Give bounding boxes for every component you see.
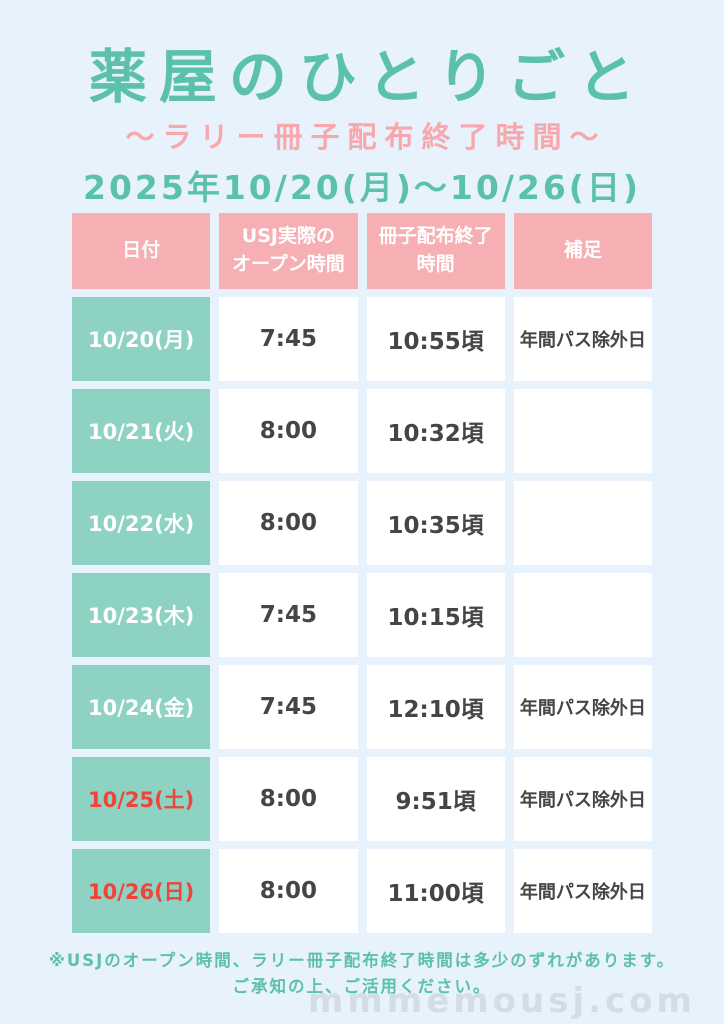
column-header-0: 日付 bbox=[72, 213, 211, 289]
open-time-cell: 7:45 bbox=[219, 297, 358, 381]
date-cell: 10/26(日) bbox=[72, 849, 211, 933]
end-time-cell: 10:32頃 bbox=[366, 389, 505, 473]
open-time-cell: 8:00 bbox=[219, 481, 358, 565]
watermark: mmmemousj.com bbox=[307, 981, 696, 1021]
column-header-1: USJ実際の オープン時間 bbox=[219, 213, 358, 289]
date-cell: 10/24(金) bbox=[72, 665, 211, 749]
open-time-cell: 7:45 bbox=[219, 665, 358, 749]
open-time-cell: 8:00 bbox=[219, 757, 358, 841]
footer-note-line2: ご承知の上、ご活用ください。 bbox=[232, 976, 492, 996]
note-cell: 年間パス除外日 bbox=[513, 297, 652, 381]
date-cell: 10/21(火) bbox=[72, 389, 211, 473]
date-cell: 10/25(土) bbox=[72, 757, 211, 841]
page-title: 薬屋のひとりごと bbox=[88, 43, 648, 111]
schedule-table: 日付 USJ実際の オープン時間 冊子配布終了 時間 補足 10/20(月) 7:45 10… bbox=[72, 213, 652, 933]
end-time-cell: 9:51頃 bbox=[366, 757, 505, 841]
end-time-cell: 10:15頃 bbox=[366, 573, 505, 657]
open-time-cell: 8:00 bbox=[219, 389, 358, 473]
note-cell: 年間パス除外日 bbox=[513, 665, 652, 749]
footer-note: ※USJのオープン時間、ラリー冊子配布終了時間は多少のずれがあります。 ご承知の… bbox=[0, 948, 724, 999]
open-time-cell: 7:45 bbox=[219, 573, 358, 657]
date-cell: 10/22(水) bbox=[72, 481, 211, 565]
end-time-cell: 10:35頃 bbox=[366, 481, 505, 565]
end-time-cell: 11:00頃 bbox=[366, 849, 505, 933]
date-range: 2025年10/20(月)〜10/26(日) bbox=[83, 168, 641, 207]
page-subtitle: 〜ラリー冊子配布終了時間〜 bbox=[125, 120, 607, 154]
date-cell: 10/23(木) bbox=[72, 573, 211, 657]
footer-note-line1: ※USJのオープン時間、ラリー冊子配布終了時間は多少のずれがあります。 bbox=[48, 951, 676, 970]
date-cell: 10/20(月) bbox=[72, 297, 211, 381]
note-cell bbox=[513, 573, 652, 657]
note-cell: 年間パス除外日 bbox=[513, 849, 652, 933]
column-header-2: 冊子配布終了 時間 bbox=[366, 213, 505, 289]
open-time-cell: 8:00 bbox=[219, 849, 358, 933]
note-cell: 年間パス除外日 bbox=[513, 757, 652, 841]
end-time-cell: 12:10頃 bbox=[366, 665, 505, 749]
note-cell bbox=[513, 481, 652, 565]
note-cell bbox=[513, 389, 652, 473]
column-header-3: 補足 bbox=[513, 213, 652, 289]
end-time-cell: 10:55頃 bbox=[366, 297, 505, 381]
